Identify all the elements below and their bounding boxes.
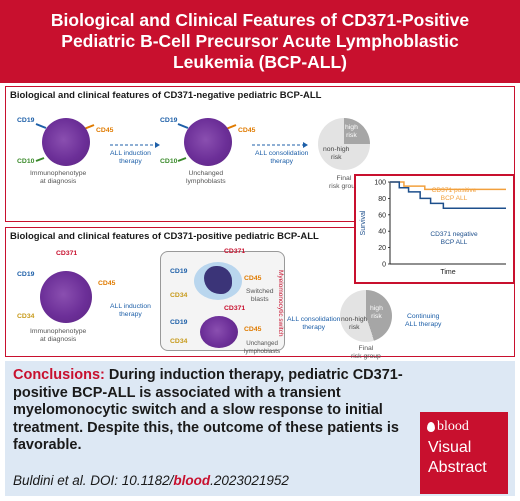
series-label-1-1: BCP ALL	[441, 239, 468, 246]
citation-prefix: Buldini et al. DOI: 10.1182/	[13, 473, 174, 488]
y-tick-label-20: 20	[378, 245, 386, 252]
y-axis-label: Survival	[360, 210, 367, 235]
marker-cd45-unchanged-bottom: CD45	[244, 326, 262, 333]
marker-cd371: CD371	[56, 250, 78, 257]
survival-chart: 0 20 40 60 80 100 Survival Time CD371 positive BC…	[354, 174, 515, 284]
conclusions-body: During induction therapy, pediatric CD37…	[13, 367, 403, 453]
marker-cd45-positive: CD45	[98, 280, 116, 287]
title-banner: Biological and Clinical Features of CD37…	[0, 0, 520, 83]
x-axis-label: Time	[440, 269, 455, 276]
marker-cd34-switched: CD34	[170, 292, 188, 299]
switched-blast-nucleus	[204, 266, 232, 294]
diagnosis-label-bottom: Immunophenotype at diagnosis	[30, 328, 87, 343]
y-tick-label-40: 40	[378, 229, 386, 236]
pie-high-label-top: high risk	[345, 124, 358, 139]
unchanged-lymphoblast-bottom	[200, 316, 238, 348]
marker-cd19-unchanged-bottom: CD19	[170, 319, 188, 326]
conclusions-text: Conclusions: During induction therapy, p…	[13, 367, 418, 455]
diagnosis-label-top: Immunophenotype at diagnosis	[30, 170, 87, 185]
cd371-positive-diagnosis-cell	[40, 271, 92, 323]
unchanged-label-top: Unchanged lymphoblasts	[186, 170, 226, 185]
badge-line2: Abstract	[428, 459, 487, 476]
pie-high-label-bottom: high risk	[370, 305, 383, 320]
risk-caption-bottom: Final risk group	[351, 345, 381, 360]
pie-nonhigh-label-bottom: non-high risk	[341, 316, 368, 331]
marker-cd371-unchanged: CD371	[224, 305, 246, 312]
series-label-0-0: CD371 positive	[432, 187, 477, 194]
citation-suffix: .2023021952	[210, 473, 289, 488]
risk-pie-bottom	[340, 290, 392, 342]
y-tick-label-0: 0	[382, 262, 386, 269]
badge-line1: Visual	[428, 439, 472, 456]
marker-cd19-unchanged: CD19	[160, 117, 178, 124]
citation: Buldini et al. DOI: 10.1182/blood.202302…	[13, 473, 289, 488]
blood-drop-icon	[427, 422, 435, 432]
series-label-1-0: CD371 negative	[430, 231, 478, 238]
conclusions-head: Conclusions:	[13, 367, 105, 383]
page-title: Biological and Clinical Features of CD37…	[50, 10, 470, 72]
series-line-0	[390, 181, 506, 191]
marker-cd34-positive: CD34	[17, 313, 35, 320]
unchanged-label-bottom: Unchanged lymphoblasts	[244, 340, 281, 355]
marker-cd19: CD19	[17, 117, 35, 124]
panel-title-negative: Biological and clinical features of CD37…	[10, 90, 322, 101]
continuing-label: Continuing ALL therapy	[405, 313, 442, 328]
induction-label-top: ALL induction therapy	[110, 150, 151, 165]
y-tick-label-80: 80	[378, 196, 386, 203]
panel-title-positive: Biological and clinical features of CD37…	[10, 231, 319, 242]
series-label-0-1: BCP ALL	[441, 195, 468, 202]
induction-label-bottom: ALL induction therapy	[110, 303, 151, 318]
myelomonocytic-switch-label: Myelomonocytic switch	[277, 270, 284, 337]
pie-nonhigh-label-top: non-high risk	[323, 146, 350, 161]
risk-pie-top	[318, 118, 370, 170]
marker-cd45-unchanged: CD45	[238, 127, 256, 134]
citation-journal: blood	[173, 473, 211, 488]
marker-cd371-switched: CD371	[224, 248, 246, 255]
cd371-negative-diagnosis-cell	[42, 118, 90, 166]
badge-brand: blood	[437, 419, 469, 434]
marker-cd10-unchanged: CD10	[160, 158, 178, 165]
visual-abstract-badge: blood Visual Abstract	[420, 412, 508, 494]
marker-cd19-switched: CD19	[170, 268, 188, 275]
marker-cd45: CD45	[96, 127, 114, 134]
series-line-1	[390, 181, 506, 209]
unchanged-lymphoblast-top	[184, 118, 232, 166]
y-tick-label-100: 100	[374, 180, 386, 187]
y-tick-label-60: 60	[378, 212, 386, 219]
marker-cd10: CD10	[17, 158, 35, 165]
switched-label: Switched blasts	[246, 288, 274, 303]
marker-cd19-positive: CD19	[17, 271, 35, 278]
risk-caption-top: Final risk group	[329, 175, 359, 190]
consolidation-label-top: ALL consolidation therapy	[255, 150, 309, 165]
consolidation-label-bottom: ALL consolidation therapy	[287, 316, 341, 331]
marker-cd34-unchanged-bottom: CD34	[170, 338, 188, 345]
marker-cd45-switched: CD45	[244, 275, 262, 282]
